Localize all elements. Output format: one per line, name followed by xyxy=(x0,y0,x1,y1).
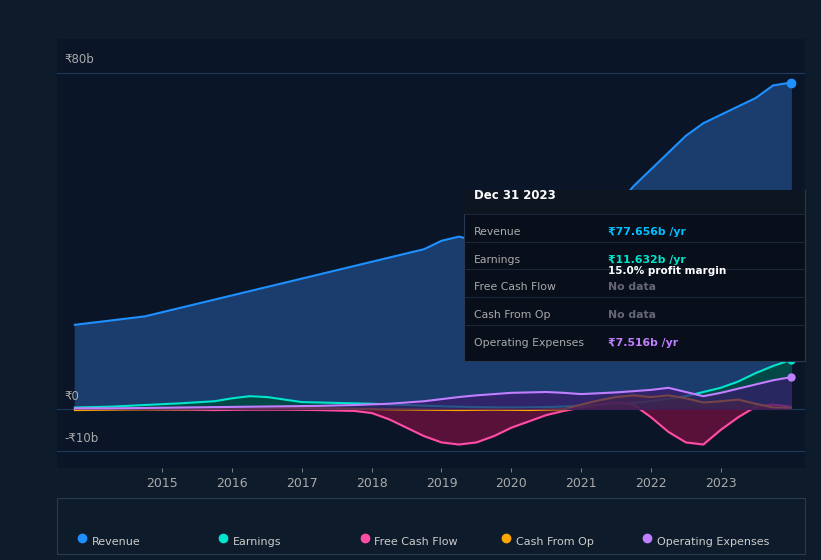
Text: Free Cash Flow: Free Cash Flow xyxy=(474,282,556,292)
Text: 15.0% profit margin: 15.0% profit margin xyxy=(608,266,726,276)
Text: Revenue: Revenue xyxy=(92,537,140,547)
Text: Earnings: Earnings xyxy=(233,537,282,547)
Text: Dec 31 2023: Dec 31 2023 xyxy=(474,189,556,202)
Text: ₹7.516b /yr: ₹7.516b /yr xyxy=(608,338,677,348)
Text: Cash From Op: Cash From Op xyxy=(474,310,550,320)
Text: Revenue: Revenue xyxy=(474,227,521,237)
Text: Operating Expenses: Operating Expenses xyxy=(474,338,584,348)
Text: Free Cash Flow: Free Cash Flow xyxy=(374,537,458,547)
Text: ₹80b: ₹80b xyxy=(65,54,94,67)
Text: Earnings: Earnings xyxy=(474,255,521,264)
Text: Operating Expenses: Operating Expenses xyxy=(657,537,769,547)
Text: ₹77.656b /yr: ₹77.656b /yr xyxy=(608,227,686,237)
Text: ₹11.632b /yr: ₹11.632b /yr xyxy=(608,255,686,264)
Text: No data: No data xyxy=(608,310,655,320)
Text: Cash From Op: Cash From Op xyxy=(516,537,594,547)
Text: ₹0: ₹0 xyxy=(65,390,80,403)
Text: No data: No data xyxy=(608,282,655,292)
Text: -₹10b: -₹10b xyxy=(65,432,99,445)
